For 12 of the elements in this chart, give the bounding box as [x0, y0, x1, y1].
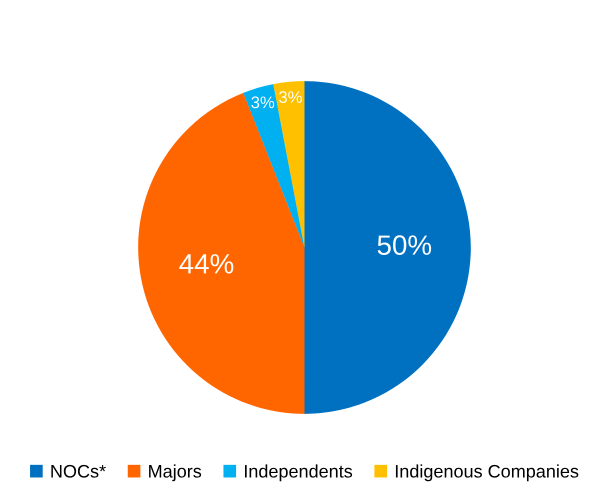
data-label: 44% — [179, 254, 234, 274]
pie-slice — [273, 81, 304, 248]
pie-slice — [243, 84, 304, 248]
legend-label: Independents — [244, 464, 352, 482]
data-label: 3% — [279, 91, 302, 103]
legend-label: NOCs* — [51, 464, 106, 478]
legend-label: Indigenous Companies — [396, 464, 578, 482]
data-label: 3% — [251, 96, 274, 108]
data-label: 50% — [378, 235, 432, 255]
legend-label: Majors — [149, 464, 202, 482]
pie-slice — [304, 81, 471, 414]
pie-slice — [138, 92, 304, 414]
